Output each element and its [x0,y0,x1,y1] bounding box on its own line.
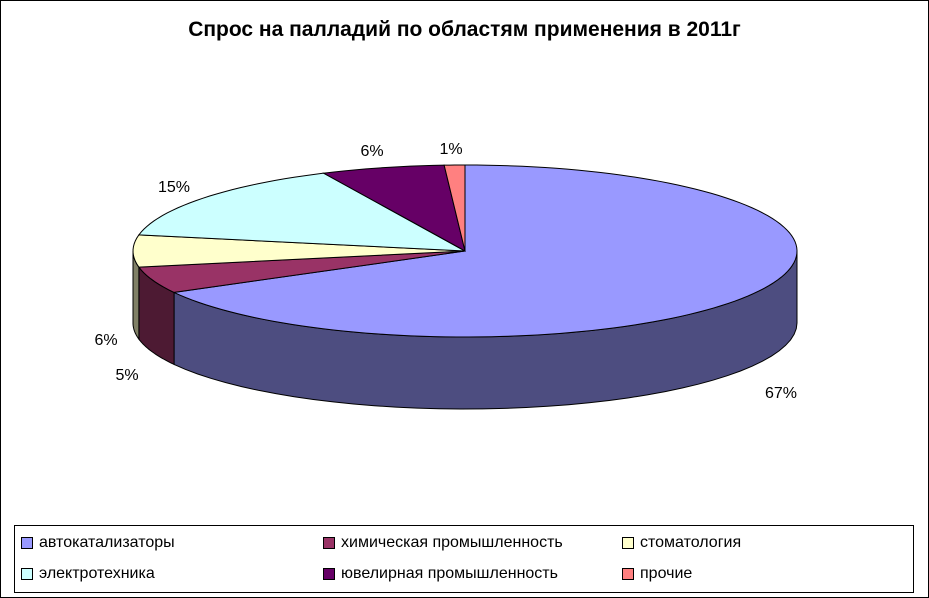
legend-swatch-3 [21,568,33,580]
legend-item-2: стоматология [622,533,741,553]
chart-title: Спрос на палладий по областям применения… [188,18,741,41]
pie-slice-4 [322,164,466,252]
legend-swatch-4 [323,568,335,580]
legend-label-5: прочие [640,565,693,582]
legend-label-2: стоматология [640,534,742,551]
pie-top [132,164,798,338]
pie-sides [132,250,798,410]
data-label-2: 6% [94,332,117,349]
legend-item-3: электротехника [21,564,155,584]
data-label-0: 67% [765,385,797,402]
legend-item-0: автокатализаторы [21,533,175,553]
legend-item-4: ювелирная промышленность [323,564,558,584]
legend-label-3: электротехника [39,565,155,582]
legend: автокатализаторы химическая промышленнос… [14,525,914,593]
data-label-1: 5% [115,367,138,384]
legend-swatch-0 [21,537,33,549]
data-label-4: 6% [360,143,383,160]
data-label-3: 15% [158,179,190,196]
legend-swatch-1 [323,537,335,549]
legend-label-1: химическая промышленность [341,534,563,551]
pie-slice-1 [137,250,466,293]
pie-slice-0 [172,164,798,338]
legend-item-1: химическая промышленность [323,533,563,553]
legend-swatch-2 [622,537,634,549]
pie-slice-5 [443,164,466,252]
pie-slice-2 [132,234,466,268]
legend-label-4: ювелирная промышленность [341,565,558,582]
legend-label-0: автокатализаторы [39,534,175,551]
data-label-5: 1% [439,141,462,158]
legend-item-5: прочие [622,564,692,584]
pie-slice-3 [137,172,466,252]
legend-swatch-5 [622,568,634,580]
pie-data-labels: 67% 5% 6% 15% 6% 1% [94,141,797,402]
